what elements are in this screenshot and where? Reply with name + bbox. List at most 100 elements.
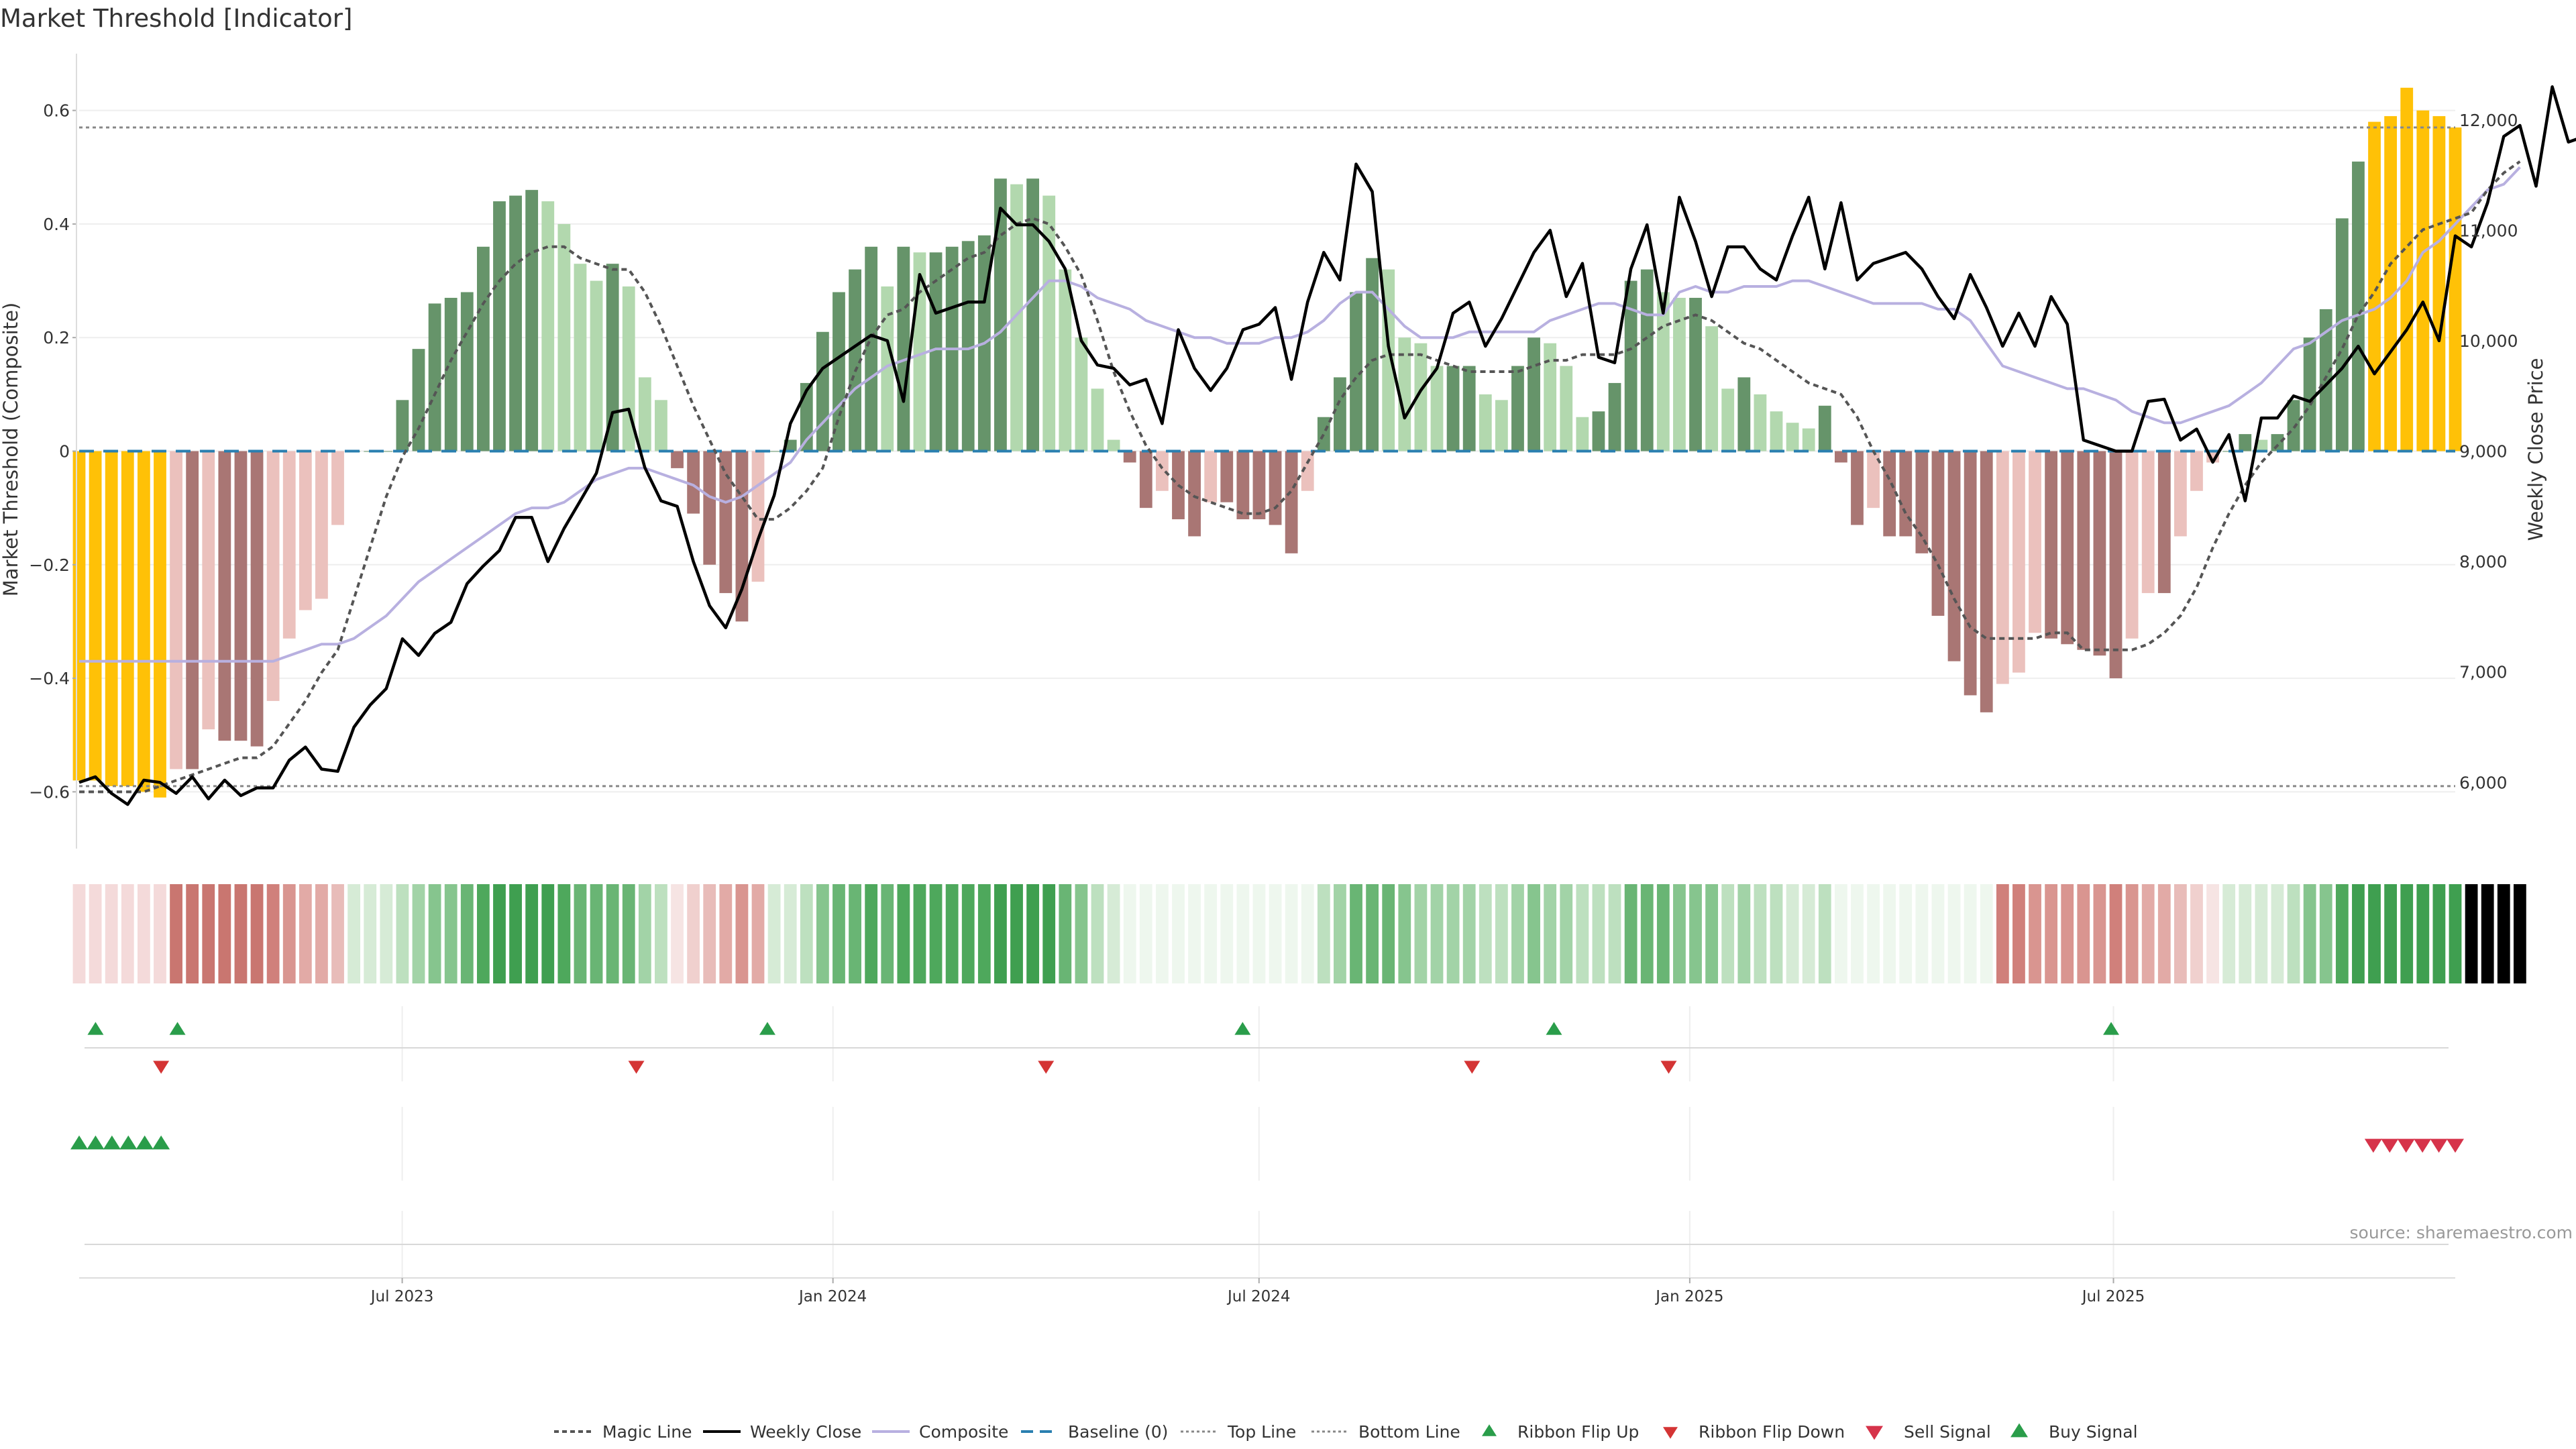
composite-bar — [202, 451, 215, 730]
ribbon-cell — [428, 884, 441, 983]
ribbon-cell — [266, 884, 280, 983]
ribbon-cell — [154, 884, 166, 983]
ribbon-cell — [331, 884, 344, 983]
ribbon-cell — [1996, 884, 2009, 983]
weekly-close-line — [78, 85, 2576, 806]
ribbon-cell — [1899, 884, 1913, 983]
ribbon-cell — [2077, 884, 2090, 983]
composite-bar — [428, 303, 441, 451]
ribbon-cell — [202, 884, 215, 983]
x-tick-label: Jul 2023 — [370, 1288, 434, 1305]
composite-bar — [2239, 434, 2252, 451]
y-tick-label: 0.2 — [43, 328, 70, 347]
composite-bar — [1188, 451, 1201, 537]
composite-bar — [574, 264, 587, 451]
ribbon-cell — [1026, 884, 1040, 983]
ribbon-cell — [977, 884, 991, 983]
composite-bar — [2174, 451, 2187, 537]
legend-swatch-ribbon-flip-up — [1482, 1424, 1497, 1436]
ribbon-cell — [282, 884, 296, 983]
composite-bar — [1867, 451, 1880, 508]
composite-bar — [2303, 337, 2316, 451]
composite-bar — [751, 451, 765, 582]
y-right-tick-label: 9,000 — [2459, 442, 2508, 462]
composite-bar — [1042, 195, 1056, 451]
ribbon-cell — [2449, 884, 2462, 983]
ribbon-cell — [2384, 884, 2398, 983]
ribbon-cell — [1737, 884, 1751, 983]
composite-bar — [1964, 451, 1977, 696]
y-right-tick-label: 12,000 — [2459, 111, 2518, 130]
composite-bar — [525, 190, 539, 451]
composite-bar — [1915, 451, 1929, 553]
composite-bar — [1317, 417, 1330, 451]
ribbon-cell — [1462, 884, 1476, 983]
composite-bar — [2190, 451, 2203, 491]
composite-bar — [2093, 451, 2106, 656]
sell-signal-marker — [2364, 1138, 2382, 1153]
composite-bar — [1656, 292, 1670, 451]
ribbon-cell — [89, 884, 102, 983]
composite-bar — [105, 451, 118, 786]
ribbon-cell — [1964, 884, 1977, 983]
ribbon-cell — [476, 884, 490, 983]
ribbon-cell — [2157, 884, 2171, 983]
legend-label: Sell Signal — [1904, 1422, 1991, 1442]
y-axis-right-label: Weekly Close Price — [2524, 358, 2547, 541]
legend-swatch-ribbon-flip-down — [1663, 1427, 1678, 1439]
ribbon-cell — [121, 884, 134, 983]
composite-bar — [590, 280, 603, 451]
composite-bar — [1446, 366, 1460, 451]
y-tick-label: 0.6 — [43, 101, 70, 121]
ribbon-cell — [1608, 884, 1621, 983]
composite-bar — [72, 451, 86, 781]
composite-bar — [1350, 292, 1362, 451]
ribbon-cell — [2012, 884, 2025, 983]
composite-bar — [234, 451, 248, 741]
ribbon-cell — [1479, 884, 1492, 983]
ribbon-cell — [2416, 884, 2430, 983]
composite-bar — [1285, 451, 1298, 553]
ribbon-cell — [1721, 884, 1735, 983]
ribbon-cell — [2141, 884, 2155, 983]
ribbon-cell — [1188, 884, 1201, 983]
composite-bar — [2271, 434, 2284, 451]
composite-bar — [380, 451, 393, 452]
composite-bar — [1576, 417, 1589, 451]
composite-bar — [1334, 377, 1346, 451]
composite-bar — [1883, 451, 1896, 537]
composite-bar — [2255, 439, 2268, 451]
ribbon-cell — [444, 884, 458, 983]
ribbon-cell — [2481, 884, 2494, 983]
ribbon-flip-down-marker — [628, 1061, 645, 1074]
composite-bars — [72, 87, 2462, 798]
composite-bar — [331, 451, 344, 525]
composite-bar — [2287, 400, 2300, 451]
ribbon-flip-down-marker — [1038, 1061, 1055, 1074]
y-tick-label: −0.4 — [29, 669, 70, 688]
legend: Magic Line Weekly Close Composite Baseline … — [554, 1422, 2138, 1442]
ribbon-flip-up-marker — [1546, 1022, 1562, 1035]
ribbon-cell — [961, 884, 975, 983]
composite-bar — [2125, 451, 2139, 639]
ribbon-cell — [1446, 884, 1460, 983]
ribbon-cell — [2125, 884, 2139, 983]
ribbon-cell — [1544, 884, 1557, 983]
ribbon-cell — [2239, 884, 2252, 983]
ribbon-strip — [72, 884, 2526, 983]
ribbon-cell — [1495, 884, 1508, 983]
composite-bar — [1754, 394, 1767, 451]
composite-bar — [655, 400, 667, 451]
composite-bar — [1398, 337, 1411, 451]
y-right-tick-label: 11,000 — [2459, 221, 2518, 240]
ribbon-cell — [1010, 884, 1023, 983]
composite-bar — [154, 451, 166, 798]
ribbon-cell — [1560, 884, 1573, 983]
source-label: source: sharemaestro.com — [2350, 1223, 2573, 1242]
y-tick-label: −0.2 — [29, 555, 70, 575]
ribbon-cell — [1123, 884, 1136, 983]
ribbon-cell — [2400, 884, 2414, 983]
ribbon-cell — [800, 884, 813, 983]
composite-bar — [994, 178, 1007, 451]
